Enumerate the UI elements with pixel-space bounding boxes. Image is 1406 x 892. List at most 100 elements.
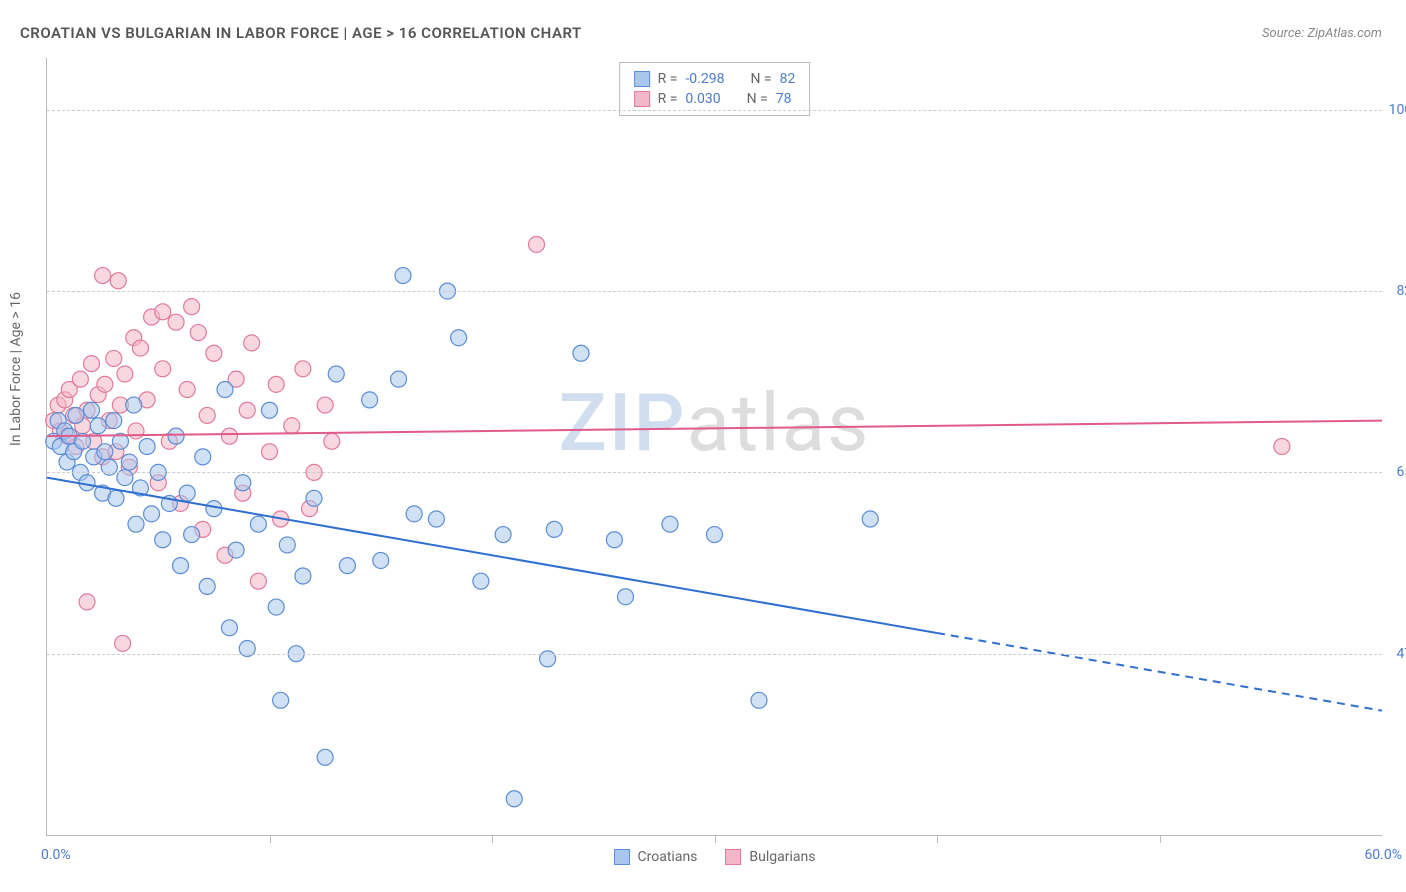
data-point bbox=[546, 521, 562, 537]
data-point bbox=[110, 273, 126, 289]
data-point bbox=[90, 418, 106, 434]
data-point bbox=[473, 573, 489, 589]
data-point bbox=[295, 568, 311, 584]
data-point bbox=[168, 314, 184, 330]
x-axis-label-max: 60.0% bbox=[1364, 847, 1402, 863]
regression-line-extrapolated bbox=[937, 633, 1382, 711]
data-point bbox=[339, 558, 355, 574]
data-point bbox=[228, 542, 244, 558]
legend-label-bulgarians: Bulgarians bbox=[749, 849, 815, 865]
data-point bbox=[428, 511, 444, 527]
data-point bbox=[451, 330, 467, 346]
chart-container: CROATIAN VS BULGARIAN IN LABOR FORCE | A… bbox=[0, 0, 1406, 892]
data-point bbox=[155, 532, 171, 548]
data-point bbox=[295, 361, 311, 377]
data-point bbox=[115, 635, 131, 651]
data-point bbox=[221, 620, 237, 636]
data-point bbox=[72, 371, 88, 387]
data-point bbox=[97, 376, 113, 392]
data-point bbox=[206, 345, 222, 361]
data-point bbox=[199, 407, 215, 423]
data-point bbox=[97, 444, 113, 460]
data-point bbox=[328, 366, 344, 382]
data-point bbox=[268, 376, 284, 392]
data-point bbox=[324, 433, 340, 449]
regression-line bbox=[47, 478, 937, 633]
data-point bbox=[168, 428, 184, 444]
data-point bbox=[268, 599, 284, 615]
data-point bbox=[235, 475, 251, 491]
data-point bbox=[139, 439, 155, 455]
data-point bbox=[155, 304, 171, 320]
x-axis-label-min: 0.0% bbox=[41, 847, 71, 863]
y-axis-title: In Labor Force | Age > 16 bbox=[8, 292, 24, 446]
data-point bbox=[273, 692, 289, 708]
data-point bbox=[79, 594, 95, 610]
data-point bbox=[179, 485, 195, 501]
data-point bbox=[179, 382, 195, 398]
data-point bbox=[121, 454, 137, 470]
data-point bbox=[751, 692, 767, 708]
legend-item-bulgarians: Bulgarians bbox=[725, 849, 815, 865]
data-point bbox=[373, 552, 389, 568]
data-point bbox=[221, 428, 237, 444]
data-point bbox=[862, 511, 878, 527]
data-point bbox=[199, 578, 215, 594]
data-point bbox=[184, 527, 200, 543]
y-axis-tick-label: 65.0% bbox=[1396, 464, 1406, 480]
data-point bbox=[406, 506, 422, 522]
legend-item-croatians: Croatians bbox=[614, 849, 698, 865]
data-point bbox=[68, 407, 84, 423]
chart-svg bbox=[47, 58, 1382, 835]
data-point bbox=[606, 532, 622, 548]
data-point bbox=[184, 299, 200, 315]
chart-title: CROATIAN VS BULGARIAN IN LABOR FORCE | A… bbox=[20, 24, 582, 42]
data-point bbox=[362, 392, 378, 408]
data-point bbox=[306, 490, 322, 506]
swatch-bulgarians-bottom bbox=[725, 849, 741, 865]
data-point bbox=[618, 589, 634, 605]
data-point bbox=[284, 418, 300, 434]
data-point bbox=[117, 366, 133, 382]
data-point bbox=[662, 516, 678, 532]
data-point bbox=[506, 791, 522, 807]
data-point bbox=[244, 335, 260, 351]
data-point bbox=[195, 449, 211, 465]
data-point bbox=[262, 444, 278, 460]
data-point bbox=[250, 516, 266, 532]
data-point bbox=[250, 573, 266, 589]
y-axis-tick-label: 47.5% bbox=[1396, 646, 1406, 662]
regression-line bbox=[47, 421, 1382, 437]
data-point bbox=[239, 402, 255, 418]
data-point bbox=[108, 490, 124, 506]
data-point bbox=[391, 371, 407, 387]
legend-label-croatians: Croatians bbox=[638, 849, 698, 865]
data-point bbox=[106, 413, 122, 429]
data-point bbox=[84, 402, 100, 418]
data-point bbox=[495, 527, 511, 543]
data-point bbox=[106, 350, 122, 366]
data-point bbox=[317, 749, 333, 765]
data-point bbox=[317, 397, 333, 413]
data-point bbox=[262, 402, 278, 418]
series-legend: Croatians Bulgarians bbox=[614, 849, 816, 865]
y-axis-tick-label: 100.0% bbox=[1389, 102, 1406, 118]
y-axis-tick-label: 82.5% bbox=[1396, 283, 1406, 299]
data-point bbox=[1274, 439, 1290, 455]
data-point bbox=[128, 423, 144, 439]
data-point bbox=[128, 516, 144, 532]
data-point bbox=[126, 397, 142, 413]
data-point bbox=[155, 361, 171, 377]
data-point bbox=[395, 268, 411, 284]
source-attribution: Source: ZipAtlas.com bbox=[1262, 26, 1382, 41]
plot-area: ZIPatlas R = -0.298 N = 82 R = 0.030 N =… bbox=[46, 58, 1382, 836]
data-point bbox=[190, 325, 206, 341]
data-point bbox=[84, 356, 100, 372]
data-point bbox=[529, 236, 545, 252]
data-point bbox=[132, 340, 148, 356]
data-point bbox=[217, 382, 233, 398]
data-point bbox=[95, 268, 111, 284]
data-point bbox=[573, 345, 589, 361]
data-point bbox=[279, 537, 295, 553]
data-point bbox=[144, 506, 160, 522]
